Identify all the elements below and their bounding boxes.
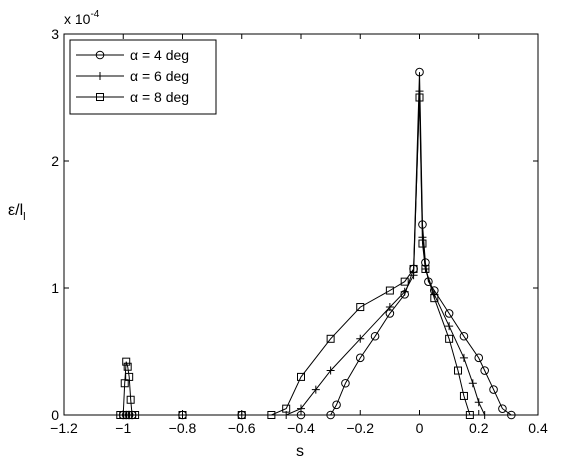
data-point <box>409 264 418 273</box>
data-point <box>370 331 380 341</box>
data-point <box>332 400 341 410</box>
data-point <box>415 93 424 102</box>
x-tick-label: −1.2 <box>50 420 78 436</box>
x-axis-label: s <box>296 443 304 460</box>
data-point <box>480 366 489 375</box>
data-point <box>400 287 409 296</box>
x-tick-label: −0.6 <box>228 420 256 436</box>
data-point <box>385 286 394 295</box>
y-axis-label: ε/ll <box>8 202 26 223</box>
data-point <box>430 294 439 303</box>
y-tick-label: 0 <box>51 407 59 423</box>
data-point <box>459 391 468 400</box>
x-tick-label: 0 <box>416 420 424 436</box>
data-point <box>385 303 394 312</box>
data-point <box>474 353 484 363</box>
data-point <box>356 334 365 343</box>
y-tick-label: 3 <box>51 26 59 42</box>
data-point <box>131 411 140 419</box>
data-point <box>421 264 430 273</box>
data-point <box>444 309 454 318</box>
data-point <box>123 362 132 371</box>
legend-marker <box>95 50 105 60</box>
data-point <box>311 385 320 394</box>
x-tick-label: 0.4 <box>528 420 548 436</box>
data-point <box>356 303 365 312</box>
data-point <box>489 385 498 394</box>
data-point <box>498 404 507 413</box>
x-tick-label: −0.8 <box>169 420 197 436</box>
data-point <box>341 378 350 388</box>
data-point <box>326 334 335 343</box>
data-point <box>282 404 291 413</box>
data-point <box>326 410 335 420</box>
data-point <box>122 357 131 366</box>
data-point <box>400 277 409 286</box>
legend-label: α = 8 deg <box>130 89 189 105</box>
data-point <box>125 372 134 381</box>
data-point <box>126 395 135 404</box>
legend-label: α = 4 deg <box>130 47 189 63</box>
data-point <box>474 398 483 407</box>
x-tick-label: −0.4 <box>287 420 315 436</box>
x-tick-label: 0.2 <box>469 420 489 436</box>
data-point <box>465 411 474 419</box>
legend-box <box>69 39 217 115</box>
y-multiplier: x 10-4 <box>64 9 100 27</box>
chart-marks <box>116 67 516 420</box>
data-point <box>355 353 365 363</box>
data-point <box>445 322 454 331</box>
y-tick-label: 2 <box>51 153 59 169</box>
data-point <box>418 239 427 248</box>
x-tick-label: −0.2 <box>346 420 374 436</box>
axis-ticks: −1.2 −1 −0.8 −0.6 −0.4 −0.2 0 0.2 0.4 0 1 2 3 <box>50 26 548 436</box>
series-square <box>116 93 474 419</box>
data-point <box>459 331 469 341</box>
legend-label: α = 6 deg <box>130 68 189 84</box>
legend: α = 4 deg α = 6 deg α = 8 deg <box>69 39 217 115</box>
data-point <box>267 411 276 419</box>
data-point <box>445 334 454 343</box>
y-tick-label: 1 <box>51 280 59 296</box>
data-point <box>459 353 468 362</box>
x-tick-label: −1 <box>115 420 131 436</box>
legend-marker <box>96 93 104 101</box>
data-point <box>120 379 129 388</box>
data-point <box>297 372 305 381</box>
legend-marker <box>96 72 104 80</box>
data-point <box>468 379 477 388</box>
data-point <box>326 366 335 375</box>
data-point <box>454 366 463 375</box>
data-point <box>507 410 516 420</box>
data-point <box>480 411 489 419</box>
data-point <box>415 67 424 77</box>
